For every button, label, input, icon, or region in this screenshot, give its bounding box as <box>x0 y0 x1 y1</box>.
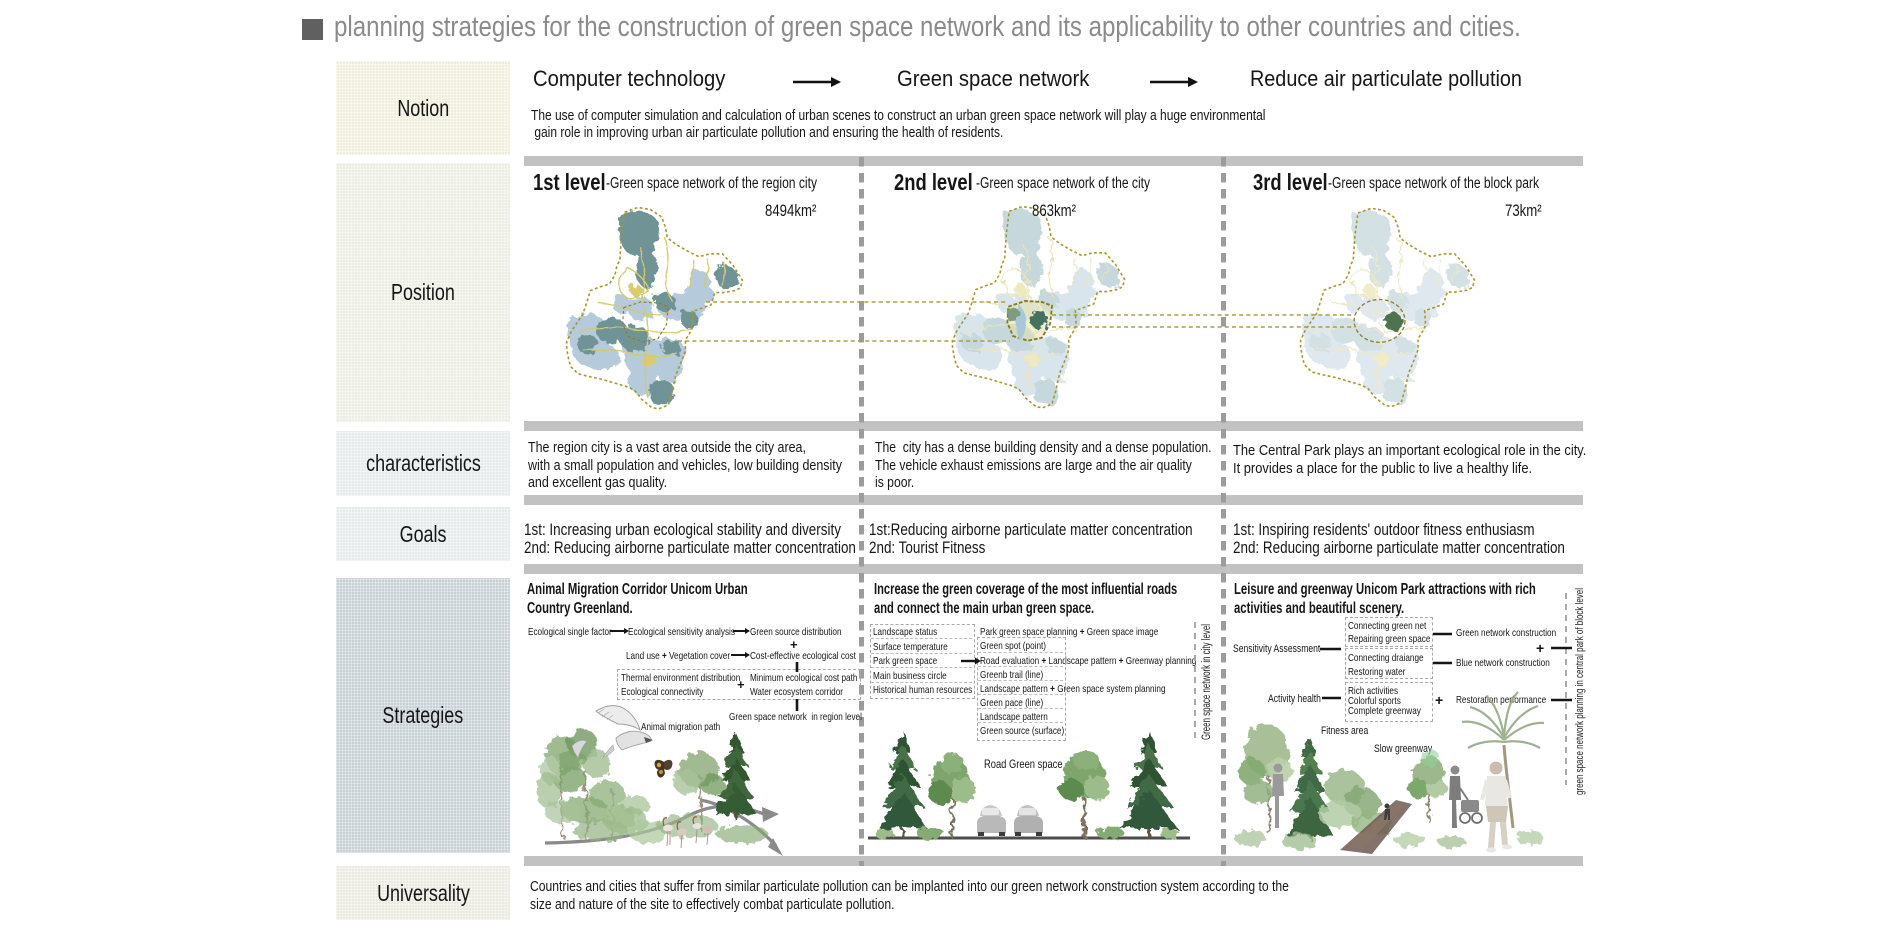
svg-text:green space network planning i: green space network planning in central … <box>1574 588 1586 795</box>
svg-text:Green space network in city le: Green space network in city level <box>1201 624 1213 740</box>
